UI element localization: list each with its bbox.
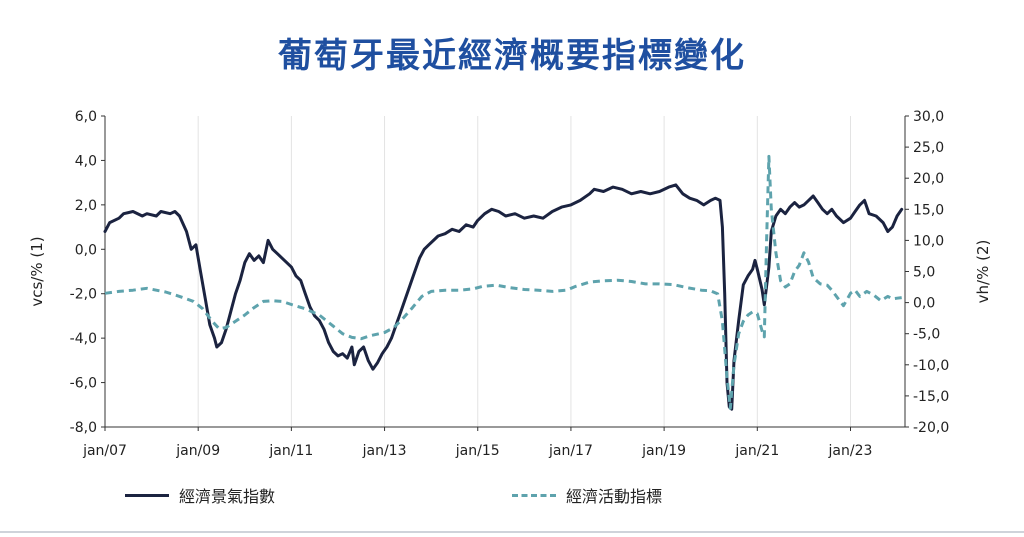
left-tick-label: -8,0: [70, 420, 97, 436]
right-tick-label: -5,0: [913, 327, 940, 343]
x-tick-label: jan/07: [82, 443, 127, 459]
series-line-economic-climate: [103, 183, 904, 411]
x-tick-label: jan/19: [641, 443, 686, 459]
right-tick-label: -10,0: [913, 358, 949, 374]
left-tick-label: -4,0: [70, 331, 97, 347]
left-tick-label: 6,0: [75, 109, 97, 125]
x-tick-label: jan/09: [175, 443, 220, 459]
right-tick-label: 20,0: [913, 171, 944, 187]
left-tick-label: -6,0: [70, 376, 97, 392]
left-tick-label: 0,0: [75, 242, 97, 258]
legend-item-economic-climate: 經濟景氣指數: [125, 483, 275, 507]
right-axis-label: vh/% (2): [974, 240, 992, 304]
right-tick-label: -15,0: [913, 389, 949, 405]
legend-swatch-solid: [125, 493, 169, 497]
legend-item-economic-activity: 經濟活動指標: [512, 483, 662, 507]
x-tick-label: jan/17: [548, 443, 593, 459]
legend-label-economic-climate: 經濟景氣指數: [179, 487, 276, 506]
left-tick-label: -2,0: [70, 287, 97, 303]
x-tick-label: jan/23: [828, 443, 873, 459]
x-tick-label: jan/15: [455, 443, 500, 459]
legend-label-economic-activity: 經濟活動指標: [566, 487, 663, 506]
bottom-divider: [0, 531, 1024, 533]
left-tick-label: 4,0: [75, 153, 97, 169]
right-tick-label: 25,0: [913, 140, 944, 156]
x-tick-label: jan/11: [268, 443, 313, 459]
left-axis-label: vcs/% (1): [28, 236, 46, 306]
series-line-economic-activity: [104, 154, 902, 410]
right-tick-label: -20,0: [913, 420, 949, 436]
right-tick-label: 15,0: [913, 202, 944, 218]
left-tick-label: 2,0: [75, 198, 97, 214]
right-tick-label: 10,0: [913, 233, 944, 249]
legend-swatch-dashed: [512, 493, 556, 497]
chart-title: 葡萄牙最近經濟概要指標變化: [278, 36, 746, 76]
x-tick-label: jan/13: [362, 443, 407, 459]
right-tick-label: 0,0: [913, 296, 935, 312]
right-tick-label: 5,0: [913, 265, 935, 281]
right-tick-label: 30,0: [913, 109, 944, 125]
x-tick-label: jan/21: [734, 443, 779, 459]
